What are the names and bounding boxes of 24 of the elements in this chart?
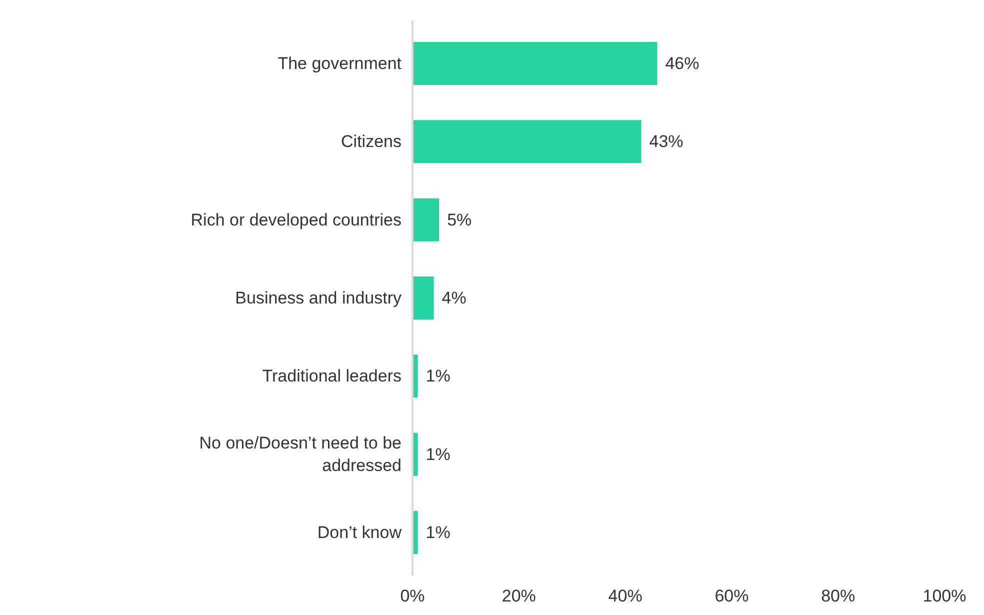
data-label: 4% [442,288,466,308]
y-tick-label: No one/Doesn’t need to be addressed [199,433,402,476]
x-tick-label: 0% [400,586,425,606]
y-tick-label: Citizens [341,132,402,152]
data-label: 1% [426,444,450,464]
x-tick-label: 20% [502,586,536,606]
data-label: 1% [426,523,450,542]
bar [412,198,440,242]
data-label: 1% [426,366,450,386]
bar [412,42,658,85]
y-tick-label: Don’t know [317,523,402,542]
y-tick-label: The government [278,54,402,73]
x-tick-label: 40% [608,586,642,606]
y-tick-label: Traditional leaders [262,366,402,386]
bar [412,276,434,320]
data-label: 46% [665,54,700,73]
data-label: 43% [649,132,684,152]
data-label: 5% [447,210,472,230]
x-tick-label: 80% [821,586,856,606]
bar [412,120,642,164]
x-tick-label: 60% [714,586,749,606]
y-tick-label: Rich or developed countries [190,210,402,230]
y-tick-label: Business and industry [235,288,402,308]
x-tick-label: 100% [922,586,966,606]
